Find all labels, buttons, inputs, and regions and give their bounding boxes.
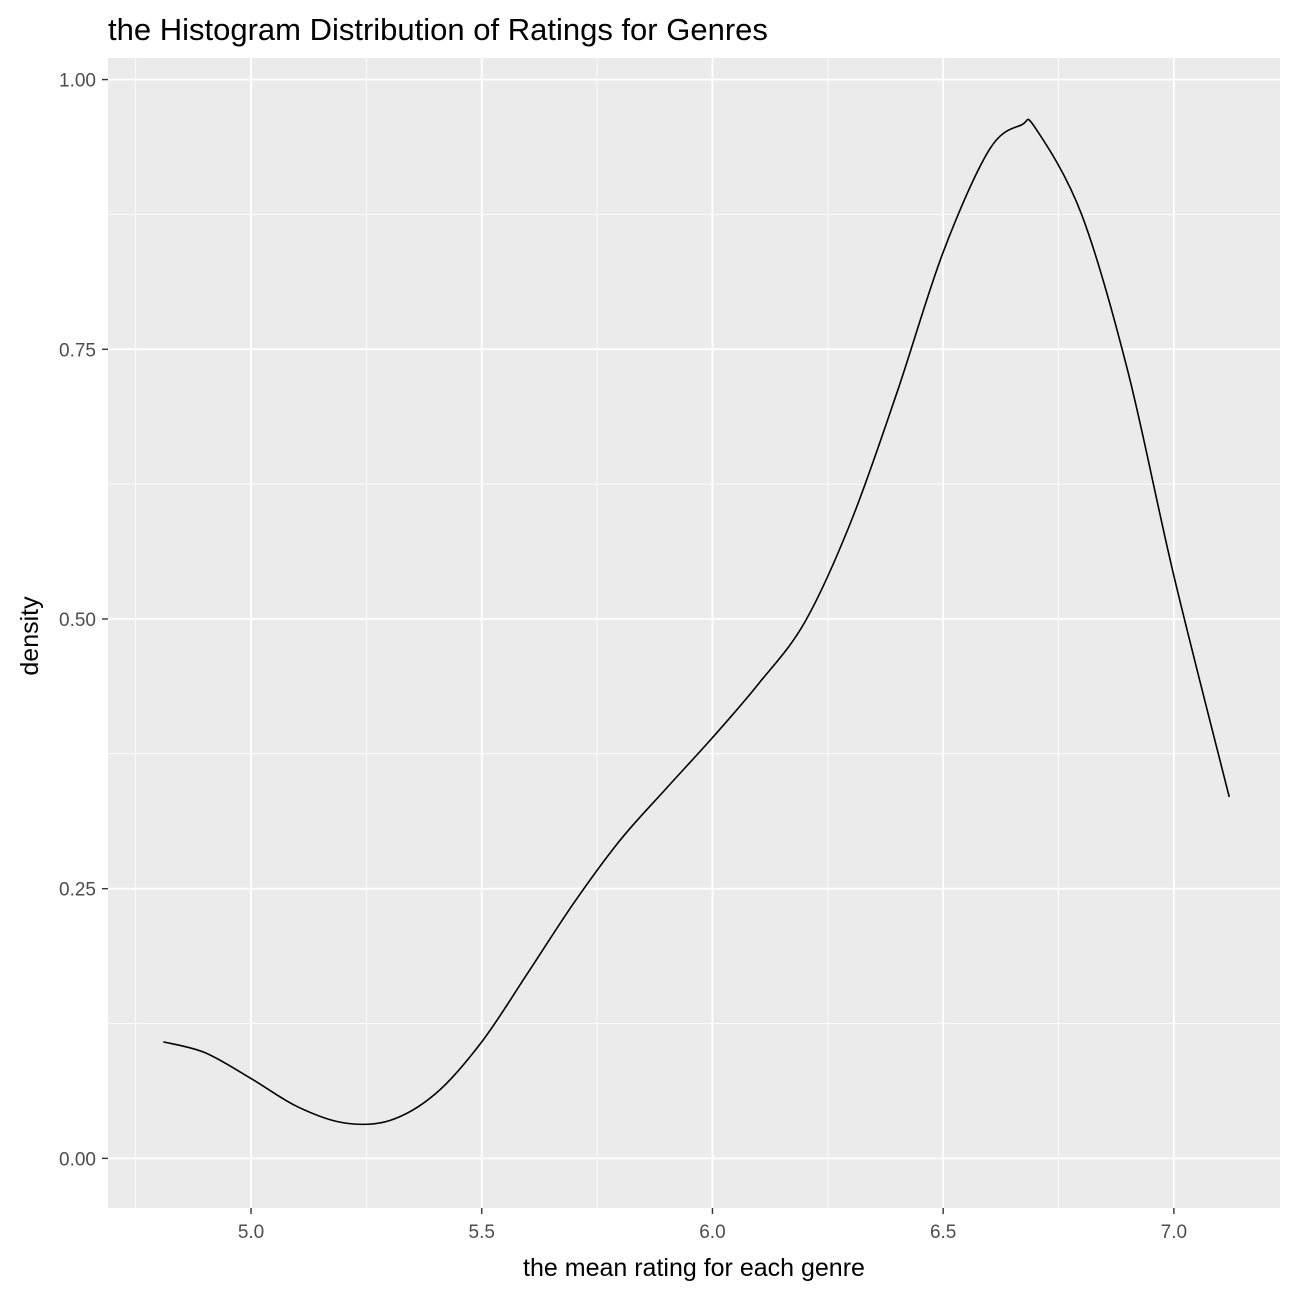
x-tick-label: 5.0 bbox=[238, 1222, 264, 1243]
chart-title: the Histogram Distribution of Ratings fo… bbox=[108, 12, 768, 47]
plot-panel bbox=[108, 58, 1280, 1208]
x-tick-label: 6.5 bbox=[930, 1222, 956, 1243]
minor-gridlines bbox=[108, 58, 1280, 1208]
y-tick-label: 0.00 bbox=[59, 1149, 96, 1170]
x-tick-label: 6.0 bbox=[699, 1222, 725, 1243]
x-axis-ticks: 5.0 5.5 6.0 6.5 7.0 bbox=[238, 1208, 1187, 1243]
density-line bbox=[163, 118, 1231, 1126]
y-tick-label: 1.00 bbox=[59, 71, 96, 92]
y-tick-label: 0.75 bbox=[59, 340, 96, 361]
y-axis-title: density bbox=[16, 596, 44, 676]
x-axis-title: the mean rating for each genre bbox=[523, 1254, 865, 1282]
y-tick-label: 0.50 bbox=[59, 610, 96, 631]
y-tick-label: 0.25 bbox=[59, 880, 96, 901]
x-tick-label: 5.5 bbox=[469, 1222, 495, 1243]
major-gridlines bbox=[108, 58, 1280, 1208]
y-axis-ticks: 0.00 0.25 0.50 0.75 1.00 bbox=[59, 71, 108, 1170]
x-tick-label: 7.0 bbox=[1161, 1222, 1187, 1243]
